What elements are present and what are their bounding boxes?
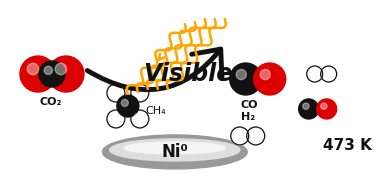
Text: CH₄: CH₄ — [146, 106, 166, 116]
Circle shape — [39, 61, 65, 87]
Circle shape — [27, 63, 39, 75]
Circle shape — [321, 103, 327, 109]
Circle shape — [20, 56, 56, 92]
Circle shape — [307, 66, 323, 82]
Circle shape — [247, 127, 265, 145]
Circle shape — [321, 66, 337, 82]
Text: 473 K: 473 K — [323, 139, 372, 153]
Circle shape — [110, 88, 116, 93]
Circle shape — [121, 99, 128, 106]
Ellipse shape — [110, 139, 240, 161]
Circle shape — [303, 103, 309, 109]
Ellipse shape — [102, 135, 247, 169]
Circle shape — [117, 95, 139, 117]
Circle shape — [254, 63, 286, 95]
Ellipse shape — [124, 142, 226, 154]
Circle shape — [131, 110, 149, 128]
Circle shape — [131, 84, 149, 102]
Circle shape — [299, 99, 319, 119]
Circle shape — [236, 69, 246, 80]
Circle shape — [310, 69, 315, 74]
Circle shape — [324, 69, 329, 74]
Circle shape — [55, 63, 67, 75]
Circle shape — [231, 127, 249, 145]
Text: Ni⁰: Ni⁰ — [161, 143, 188, 161]
Circle shape — [250, 130, 256, 136]
Circle shape — [110, 114, 116, 119]
Circle shape — [107, 84, 125, 102]
Text: Visible: Visible — [143, 62, 232, 86]
Circle shape — [260, 69, 270, 80]
Circle shape — [44, 66, 53, 74]
Circle shape — [107, 110, 125, 128]
Text: H₂: H₂ — [241, 112, 255, 122]
Circle shape — [48, 56, 84, 92]
Circle shape — [230, 63, 262, 95]
Text: CO: CO — [241, 100, 259, 110]
FancyArrowPatch shape — [87, 49, 222, 90]
Circle shape — [135, 114, 140, 119]
Circle shape — [234, 130, 240, 136]
Circle shape — [317, 99, 337, 119]
Circle shape — [135, 88, 140, 93]
Text: CO₂: CO₂ — [40, 97, 62, 107]
